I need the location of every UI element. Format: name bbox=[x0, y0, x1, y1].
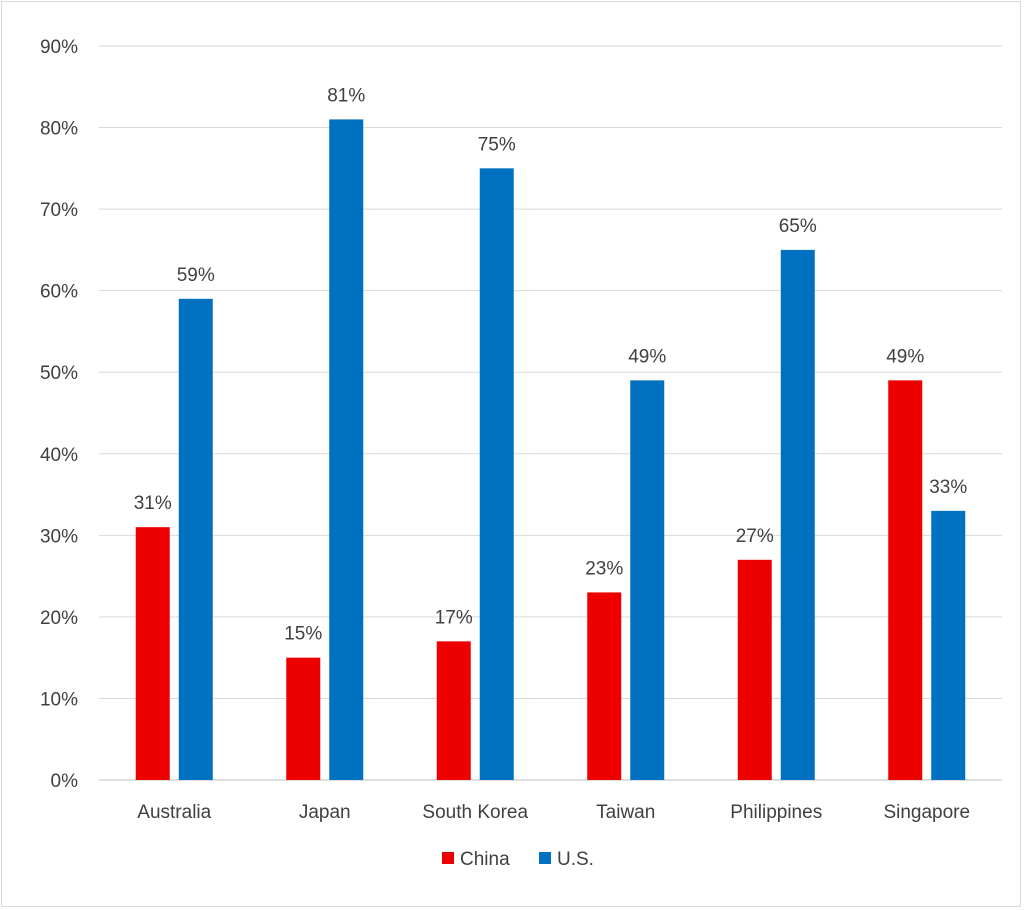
bar-us-japan bbox=[329, 119, 364, 780]
legend-swatch bbox=[539, 852, 551, 864]
data-label: 75% bbox=[478, 134, 516, 155]
x-tick-label: Philippines bbox=[730, 802, 822, 823]
y-tick-label: 60% bbox=[40, 282, 78, 303]
x-tick-label: Singapore bbox=[883, 802, 970, 823]
data-label: 27% bbox=[736, 526, 774, 547]
data-label: 31% bbox=[134, 493, 172, 514]
bar-us-singapore bbox=[931, 510, 966, 780]
bar-china-philippines bbox=[737, 559, 772, 780]
data-labels: 31% 59% 15% 81% 17% 75% 23% 49% 27% 65% 49% 33% bbox=[134, 85, 968, 644]
data-label: 81% bbox=[327, 85, 365, 106]
y-tick-label: 30% bbox=[40, 526, 78, 547]
y-tick-label: 50% bbox=[40, 363, 78, 384]
bars bbox=[135, 119, 966, 781]
y-axis: 0% 10% 20% 30% 40% 50% 60% 70% 80% 90% bbox=[40, 37, 78, 792]
data-label: 49% bbox=[628, 346, 666, 367]
data-label: 33% bbox=[929, 477, 967, 498]
bar-us-south-korea bbox=[479, 168, 514, 781]
bar-us-philippines bbox=[780, 249, 815, 780]
bar-china-australia bbox=[135, 527, 170, 780]
bar-us-taiwan bbox=[630, 380, 665, 780]
x-tick-label: Japan bbox=[299, 802, 351, 823]
data-label: 17% bbox=[435, 607, 473, 628]
gridlines bbox=[99, 45, 1002, 781]
x-tick-label: Taiwan bbox=[596, 802, 655, 823]
y-tick-label: 10% bbox=[40, 689, 78, 710]
x-tick-label: Australia bbox=[137, 802, 211, 823]
y-tick-label: 90% bbox=[40, 37, 78, 58]
data-label: 65% bbox=[779, 216, 817, 237]
data-label: 15% bbox=[284, 624, 322, 645]
bar-china-taiwan bbox=[587, 592, 622, 780]
y-tick-label: 20% bbox=[40, 608, 78, 629]
y-tick-label: 0% bbox=[51, 771, 79, 792]
legend-swatch bbox=[442, 852, 454, 864]
bar-us-australia bbox=[178, 298, 213, 780]
bar-china-japan bbox=[286, 657, 321, 780]
bar-china-south-korea bbox=[436, 641, 471, 780]
data-label: 23% bbox=[585, 558, 623, 579]
y-tick-label: 40% bbox=[40, 445, 78, 466]
legend: China U.S. bbox=[442, 849, 594, 870]
y-tick-label: 80% bbox=[40, 119, 78, 140]
data-label: 59% bbox=[177, 265, 215, 286]
bar-china-singapore bbox=[888, 380, 923, 780]
x-tick-label: South Korea bbox=[422, 802, 528, 823]
data-label: 49% bbox=[886, 346, 924, 367]
x-axis: Australia Japan South Korea Taiwan Philippin… bbox=[137, 802, 970, 823]
legend-label: China bbox=[460, 849, 510, 870]
y-tick-label: 70% bbox=[40, 200, 78, 221]
legend-label: U.S. bbox=[557, 849, 594, 870]
